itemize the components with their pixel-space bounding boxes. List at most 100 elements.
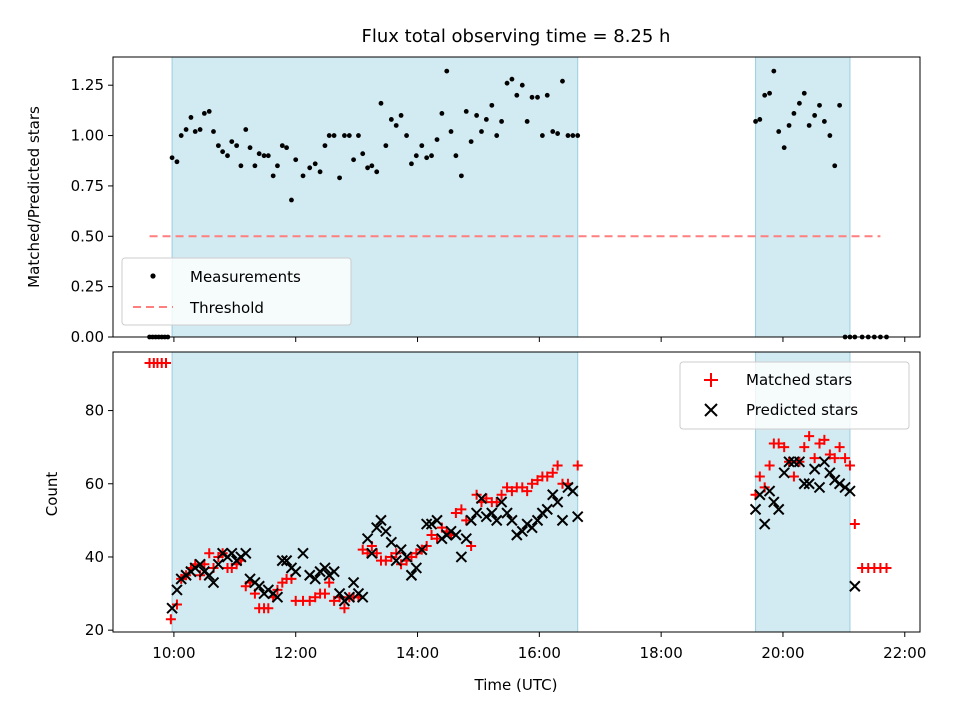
predicted-star-point [450, 529, 462, 541]
predicted-star-point [166, 602, 178, 614]
measurement-point [284, 145, 289, 151]
measurement-point [351, 157, 356, 163]
matched-star-point [411, 548, 422, 559]
measurement-point [243, 127, 249, 132]
predicted-star-point [813, 481, 826, 494]
x-axis-label: Time (UTC) [474, 676, 558, 694]
top-legend: Measurements Threshold [121, 257, 352, 326]
predicted-star-point [280, 554, 293, 567]
predicted-star-point [203, 569, 215, 581]
measurement-point [183, 127, 189, 132]
predicted-star-point [212, 558, 225, 570]
predicted-star-point [516, 525, 528, 538]
measurement-point [409, 161, 414, 167]
predicted-star-point [572, 510, 584, 523]
matched-star-point [542, 471, 553, 482]
matched-star-point [829, 453, 840, 464]
predicted-star-point [343, 591, 356, 603]
predicted-star-point [375, 514, 387, 527]
measurement-point [393, 123, 399, 128]
bottom-axes-frame [112, 351, 921, 633]
measurement-point [519, 82, 525, 88]
matched-star-point [764, 460, 775, 471]
chart-title: Flux total observing time = 8.25 h [362, 26, 671, 47]
observing-window-shade [755, 57, 850, 337]
predicted-stars-points [166, 456, 861, 614]
measurement-point [374, 169, 380, 175]
measurement-point [539, 133, 545, 138]
y-tick-label: 40 [85, 548, 104, 566]
predicted-star-point [778, 467, 790, 479]
matched-star-point [319, 588, 330, 599]
measurement-point [529, 94, 535, 100]
measurement-point [812, 113, 818, 118]
predicted-star-point [567, 485, 579, 497]
predicted-star-point [431, 514, 443, 527]
measurement-point [169, 155, 175, 161]
predicted-star-point [455, 551, 468, 563]
predicted-star-point [226, 547, 238, 560]
x-tick-label: 20:00 [761, 644, 804, 662]
measurement-point [458, 173, 464, 179]
bottom-legend-box [679, 361, 910, 430]
measurement-point [289, 197, 294, 203]
measurement-point [188, 115, 194, 120]
matched-star-point [788, 471, 799, 482]
measurement-point [356, 133, 361, 138]
measurement-point [404, 133, 409, 138]
matched-star-point [491, 497, 502, 508]
measurement-point [514, 92, 520, 98]
measurement-point [444, 68, 450, 74]
measurement-point [413, 153, 419, 159]
measurement-point [197, 127, 203, 132]
matched-star-point [799, 442, 810, 453]
measurement-point [337, 175, 342, 181]
measurement-point [279, 143, 285, 149]
measurement-point [575, 133, 581, 138]
top-panel: 0.00 0.25 0.50 0.75 1.00 1.25 Matched/Predict… [25, 56, 921, 346]
matched-star-point [819, 434, 830, 445]
measurement-point [821, 119, 827, 124]
measurement-point [463, 108, 469, 114]
measurement-point [234, 143, 240, 149]
matched-star-point [754, 471, 765, 482]
measurement-point [225, 153, 230, 159]
measurement-point [252, 163, 258, 169]
top-axes-frame [112, 56, 921, 338]
top-x-ticks [173, 337, 906, 342]
measurement-point [312, 161, 318, 167]
predicted-star-point [328, 565, 340, 578]
matched-star-point [329, 595, 340, 606]
top-y-ticks: 0.00 0.25 0.50 0.75 1.00 1.25 [71, 76, 113, 346]
predicted-star-point [240, 547, 252, 560]
y-tick-label: 60 [85, 475, 104, 493]
predicted-star-point [385, 536, 398, 549]
x-tick-label: 22:00 [883, 644, 926, 662]
measurement-point [801, 90, 807, 96]
bottom-panel: 20 40 60 80 10:00 12:00 14:00 16:00 18:00 20:00 2… [43, 351, 926, 694]
matched-star-point [840, 453, 851, 464]
matched-star-point [804, 431, 815, 442]
matched-star-point [572, 460, 583, 471]
measurement-point [270, 173, 276, 179]
bottom-y-ticks: 20 40 60 80 [85, 402, 113, 639]
measurement-point [555, 131, 561, 136]
measurement-point [509, 76, 515, 82]
measurement-point [398, 113, 404, 118]
bottom-legend: Matched stars Predicted stars [679, 361, 910, 430]
matched-star-point [450, 508, 461, 519]
matched-star-point [432, 533, 443, 544]
predicted-star-point [470, 507, 483, 519]
y-tick-label: 0.75 [71, 177, 104, 195]
predicted-star-point [803, 478, 815, 490]
measurement-point [797, 100, 802, 106]
measurement-point [192, 129, 198, 134]
measurement-point [365, 165, 370, 171]
predicted-star-point [395, 543, 407, 556]
measurement-point [424, 155, 430, 161]
measurement-point [346, 133, 352, 138]
matched-star-point [380, 555, 391, 566]
predicted-star-point [486, 507, 498, 519]
measurement-point [174, 159, 180, 165]
measurement-point [494, 133, 500, 138]
